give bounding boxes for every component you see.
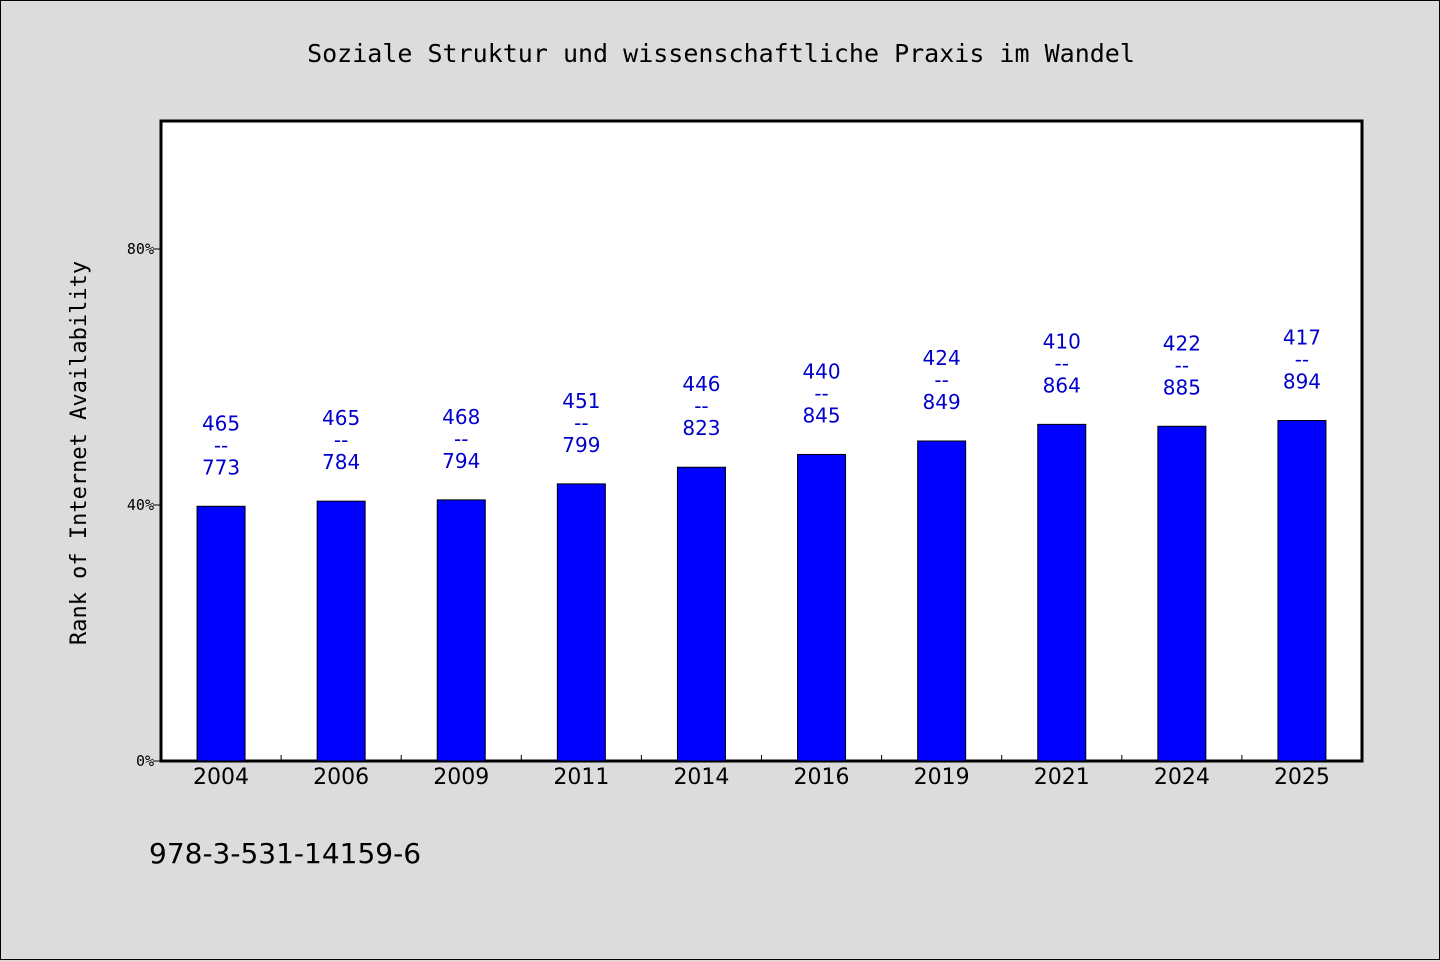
bar-annotation-top: 440 — [802, 359, 840, 383]
bar-2011 — [556, 483, 606, 762]
bar-labels-layer: 773--465784--465794--468799--451823--446… — [202, 326, 1321, 480]
bar-annotation-separator: -- — [334, 428, 348, 452]
bar-annotation-separator: -- — [454, 427, 468, 451]
y-tick-label: 80% — [127, 240, 154, 258]
x-ticks-layer: 2004 2006 2009 2011 2014 2016 2019 2021 2024 2025 — [193, 755, 1330, 790]
bar-annotation-top: 465 — [322, 406, 360, 430]
bar-2006 — [316, 500, 366, 762]
bar-annotation-bottom: 823 — [682, 416, 720, 440]
x-tick-label: 2014 — [673, 765, 729, 790]
bar-annotation-bottom: 773 — [202, 455, 240, 479]
y-tick-label: 0% — [136, 752, 154, 770]
bar-annotation-bottom: 849 — [923, 390, 961, 414]
bar-annotation-separator: -- — [694, 394, 708, 418]
y-axis-label: Rank of Internet Availability — [67, 261, 92, 645]
y-ticks-layer: 0% 40% 80% — [127, 240, 161, 770]
isbn-footer: 978-3-531-14159-6 — [149, 837, 421, 870]
bar-annotation-top: 451 — [562, 389, 600, 413]
x-tick-label: 2016 — [794, 765, 850, 790]
bar-annotation-bottom: 784 — [322, 450, 360, 474]
bar-annotation-bottom: 845 — [802, 403, 840, 427]
x-tick-label: 2011 — [553, 765, 609, 790]
x-tick-label: 2024 — [1154, 765, 1210, 790]
bar-annotation-separator: -- — [574, 411, 588, 435]
bar-annotation-bottom: 794 — [442, 449, 480, 473]
x-tick-label: 2021 — [1034, 765, 1090, 790]
bar-2016 — [797, 453, 847, 762]
bar-annotation-separator: -- — [814, 381, 828, 405]
bar-annotation-bottom: 885 — [1163, 375, 1201, 399]
bar-2004 — [196, 505, 246, 762]
bar-annotation-separator: -- — [934, 368, 948, 392]
bar-annotation-top: 465 — [202, 411, 240, 435]
bar-annotation-bottom: 799 — [562, 433, 600, 457]
x-tick-label: 2006 — [313, 765, 369, 790]
bar-2009 — [436, 499, 486, 762]
bar-annotation-separator: -- — [214, 433, 228, 457]
chart-title: Soziale Struktur und wissenschaftliche P… — [307, 39, 1135, 68]
bar-annotation-top: 417 — [1283, 326, 1321, 350]
bar-annotation-separator: -- — [1055, 351, 1069, 375]
bar-2021 — [1037, 423, 1087, 762]
x-tick-label: 2025 — [1274, 765, 1330, 790]
bar-annotation-top: 424 — [923, 346, 961, 370]
bar-annotation-bottom: 894 — [1283, 370, 1321, 394]
bar-annotation-separator: -- — [1175, 353, 1189, 377]
bar-2024 — [1157, 425, 1207, 762]
bar-annotation-top: 422 — [1163, 331, 1201, 355]
y-tick-label: 40% — [127, 496, 154, 514]
bar-annotation-bottom: 864 — [1043, 373, 1081, 397]
bar-annotation-top: 410 — [1043, 329, 1081, 353]
bar-2019 — [917, 440, 967, 762]
x-tick-label: 2004 — [193, 765, 249, 790]
bar-2025 — [1277, 420, 1327, 762]
x-tick-label: 2019 — [914, 765, 970, 790]
bar-annotation-top: 468 — [442, 405, 480, 429]
bar-annotation-separator: -- — [1295, 348, 1309, 372]
bar-2014 — [676, 466, 726, 762]
x-tick-label: 2009 — [433, 765, 489, 790]
bar-annotation-top: 446 — [682, 372, 720, 396]
bars-layer — [196, 420, 1327, 762]
